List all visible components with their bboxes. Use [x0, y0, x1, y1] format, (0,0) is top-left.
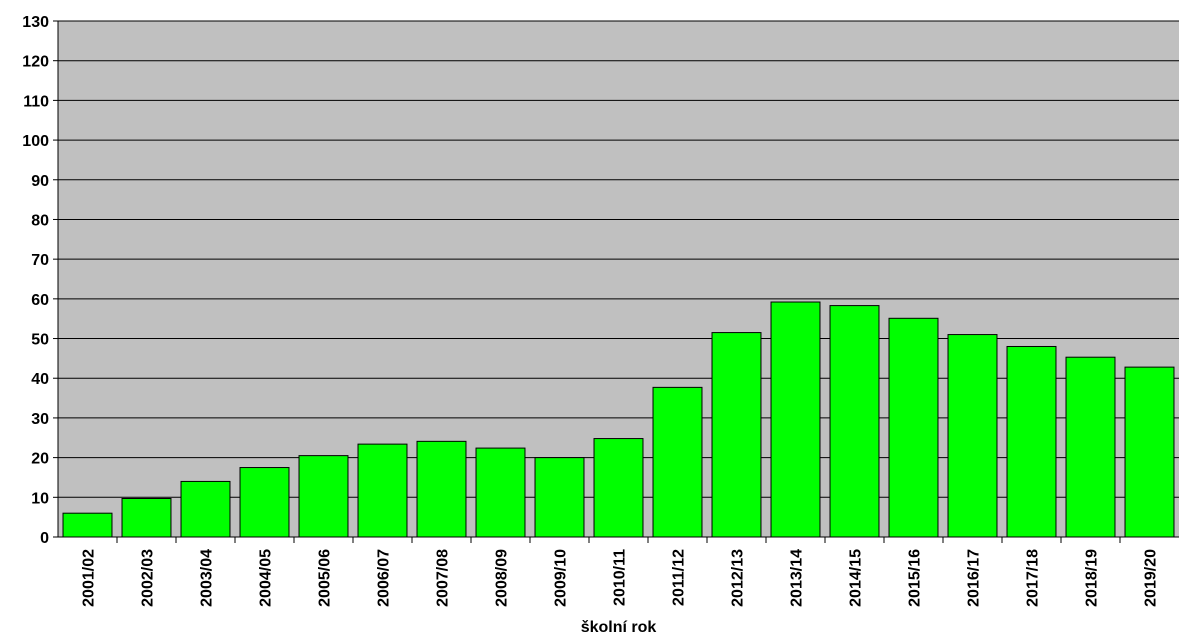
x-tick-label: 2009/10	[553, 549, 570, 607]
bar	[180, 480, 231, 538]
axes	[57, 21, 1179, 538]
bar	[534, 457, 585, 538]
bar	[298, 455, 349, 538]
bar	[357, 443, 408, 538]
y-tick-label: 110	[23, 93, 49, 110]
bar	[593, 438, 644, 538]
bar	[239, 467, 290, 538]
x-axis-label: školní rok	[581, 619, 657, 636]
y-tick-label: 130	[22, 14, 49, 31]
x-tick-label: 2013/14	[789, 549, 806, 607]
y-tick-labels: 0 10 20 30 40 50 60 70 80 90 100 110 120 130	[22, 14, 58, 547]
bar	[62, 512, 113, 538]
x-tick-label: 2006/07	[376, 549, 393, 607]
y-tick-label: 30	[31, 411, 49, 428]
x-tick-label: 2012/13	[730, 549, 747, 607]
x-tick-label: 2014/15	[848, 549, 865, 607]
bar	[652, 386, 703, 538]
y-tick-label: 70	[31, 252, 49, 269]
x-tick-label: 2011/12	[671, 549, 688, 606]
x-tick-label: 2008/09	[494, 549, 511, 607]
bar	[475, 447, 526, 538]
bar	[770, 301, 821, 538]
x-tick-label: 2007/08	[435, 549, 452, 607]
y-tick-label: 80	[31, 212, 49, 229]
y-tick-label: 50	[31, 332, 49, 349]
bar	[947, 334, 998, 538]
x-tick-label: 2019/20	[1143, 549, 1160, 607]
x-tick-label: 2016/17	[966, 549, 983, 607]
y-tick-label: 10	[31, 490, 49, 507]
x-tick-label: 2010/11	[612, 549, 629, 606]
bar	[888, 317, 939, 538]
bars	[62, 301, 1175, 538]
x-tick-label: 2004/05	[258, 549, 275, 607]
y-tick-label: 90	[31, 173, 49, 190]
bar	[1124, 366, 1175, 538]
y-tick-label: 40	[31, 371, 49, 388]
x-tick-label: 2015/16	[907, 549, 924, 607]
bar	[1006, 345, 1057, 538]
x-tick-label: 2001/02	[81, 549, 98, 607]
y-tick-label: 60	[31, 292, 49, 309]
x-tick-labels: 2001/02 2002/03 2003/04 2004/05 2005/06 2006/…	[81, 537, 1160, 607]
x-tick-label: 2017/18	[1025, 549, 1042, 607]
y-tick-label: 0	[40, 530, 49, 547]
bar	[829, 305, 880, 538]
bar	[1065, 356, 1116, 538]
x-tick-label: 2005/06	[317, 549, 334, 607]
y-tick-label: 20	[31, 451, 49, 468]
bar	[121, 497, 172, 538]
x-tick-label: 2002/03	[140, 549, 157, 607]
bar	[711, 332, 762, 538]
bar	[416, 440, 467, 538]
y-tick-label: 120	[22, 54, 49, 71]
y-tick-label: 100	[22, 133, 49, 150]
x-tick-label: 2018/19	[1084, 549, 1101, 607]
x-tick-label: 2003/04	[199, 549, 216, 607]
